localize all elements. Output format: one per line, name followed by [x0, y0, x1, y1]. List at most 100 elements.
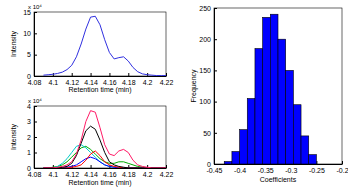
- axis-multiplier: x 10⁴: [28, 4, 42, 10]
- x-axis: 4.08 4.1 4.12 4.14 4.16 4.18 4.2 4.22: [28, 165, 174, 178]
- series-line: [43, 146, 166, 168]
- x-axis-tick-label: 4.1: [48, 171, 58, 178]
- y-axis: 051015: [23, 9, 37, 80]
- histogram-bar: [224, 162, 232, 164]
- plot-frame: [214, 8, 342, 164]
- series-line: [43, 145, 166, 168]
- axis-multiplier: x 10⁴: [28, 98, 42, 104]
- plot-area: [43, 111, 166, 168]
- y-axis-tick-mark: [214, 102, 217, 103]
- x-axis-tick-label: -0.45: [207, 167, 223, 174]
- y-axis-tick-mark: [34, 12, 37, 13]
- x-axis-tick-label: 4.08: [28, 79, 42, 86]
- y-axis-tick-label: 5: [27, 51, 31, 58]
- y-axis-tick-label: 2: [27, 134, 31, 141]
- x-axis-tick-mark: [91, 73, 92, 76]
- histogram-bar: [247, 98, 255, 164]
- x-axis-tick-label: 4.2: [143, 171, 153, 178]
- y-axis-tick-mark: [34, 137, 37, 138]
- x-axis-line: [215, 164, 343, 165]
- y-axis-tick-label: 1: [27, 149, 31, 156]
- plot-frame: [34, 12, 166, 76]
- y-axis-tick: 200: [199, 36, 217, 43]
- y-axis-title: Frequency: [190, 69, 198, 103]
- x-axis-title: Coefficients: [260, 176, 297, 183]
- y-axis-tick: 5: [27, 51, 37, 58]
- y-axis-tick-mark: [214, 8, 217, 9]
- histogram-bar: [293, 105, 301, 164]
- x-axis-tick-label: 4.22: [160, 79, 174, 86]
- y-axis-tick: 250: [199, 5, 217, 12]
- x-axis-line: [35, 168, 167, 169]
- histogram-bar: [278, 39, 286, 164]
- plot-frame: [34, 106, 166, 168]
- y-axis-tick-mark: [34, 168, 37, 169]
- y-axis-tick: 50: [203, 130, 217, 137]
- figure: 4.084.14.124.144.164.184.24.22051015Rete…: [0, 0, 348, 189]
- x-axis-tick-label: -0.4: [234, 167, 246, 174]
- x-axis-tick-label: 4.08: [28, 171, 42, 178]
- x-axis-tick: -0.2: [336, 161, 348, 174]
- series-line: [43, 16, 166, 75]
- y-axis-title: Intensity: [10, 30, 18, 57]
- y-axis-tick: 3: [27, 118, 37, 125]
- x-axis-tick-mark: [72, 73, 73, 76]
- histogram-bar: [270, 14, 278, 164]
- x-axis-tick-mark: [109, 73, 110, 76]
- x-axis-tick-label: 4.16: [103, 79, 117, 86]
- x-axis-tick-label: -0.3: [285, 167, 297, 174]
- y-axis-tick-mark: [34, 122, 37, 123]
- x-axis-title: Retention time (min): [68, 86, 131, 94]
- series-line: [43, 111, 166, 168]
- y-axis-tick-mark: [214, 164, 217, 165]
- y-axis-tick-label: 0: [27, 165, 31, 172]
- y-axis-tick: 1: [27, 149, 37, 156]
- y-axis-tick: 100: [199, 98, 217, 105]
- y-axis-tick-label: 50: [203, 130, 211, 137]
- y-axis-line: [214, 9, 215, 165]
- y-axis-tick-mark: [34, 33, 37, 34]
- x-axis-tick-mark: [166, 165, 167, 168]
- plot-area: [43, 16, 166, 75]
- y-axis-tick: 0: [27, 73, 37, 80]
- y-axis-tick-label: 250: [199, 5, 211, 12]
- x-axis-tick: 4.22: [160, 165, 174, 178]
- x-axis-tick-label: 4.18: [122, 79, 136, 86]
- histogram-bar: [232, 152, 240, 164]
- x-axis-tick: 4.16: [103, 73, 117, 86]
- y-axis-line: [34, 13, 35, 77]
- y-axis-tick-mark: [34, 76, 37, 77]
- x-axis-tick-mark: [128, 73, 129, 76]
- y-axis-title: Intensity: [10, 123, 18, 150]
- x-axis-tick-label: 4.12: [65, 171, 79, 178]
- series-line: [43, 126, 166, 168]
- y-axis-tick-mark: [34, 106, 37, 107]
- y-axis-tick-label: 100: [199, 98, 211, 105]
- x-axis-tick-label: 4.14: [84, 79, 98, 86]
- histogram-bar: [263, 17, 271, 164]
- y-axis-tick: 2: [27, 134, 37, 141]
- x-axis-tick-label: -0.35: [258, 167, 274, 174]
- y-axis-tick-mark: [214, 39, 217, 40]
- x-axis-tick-mark: [342, 161, 343, 164]
- x-axis-tick-label: 4.12: [65, 79, 79, 86]
- y-axis-tick-label: 0: [207, 161, 211, 168]
- y-axis-tick: 0: [207, 161, 217, 168]
- x-axis-tick-label: 4.2: [143, 79, 153, 86]
- histogram-bar: [301, 136, 309, 164]
- y-axis-tick-label: 0: [27, 73, 31, 80]
- y-axis-tick-label: 150: [199, 67, 211, 74]
- y-axis: 01234: [27, 103, 37, 172]
- x-axis-tick-label: 4.14: [84, 171, 98, 178]
- x-axis-tick-label: 4.22: [160, 171, 174, 178]
- histogram-bar: [255, 49, 263, 164]
- plot-area: [224, 14, 316, 164]
- y-axis-tick-label: 10: [23, 30, 31, 37]
- y-axis-tick: 10: [23, 30, 37, 37]
- histogram-bar: [309, 155, 317, 164]
- x-axis-tick: 4.12: [65, 73, 79, 86]
- y-axis-tick: 150: [199, 67, 217, 74]
- x-axis-tick-label: 4.18: [122, 171, 136, 178]
- x-axis-tick-label: 4.16: [103, 171, 117, 178]
- x-axis-tick-label: -0.2: [336, 167, 348, 174]
